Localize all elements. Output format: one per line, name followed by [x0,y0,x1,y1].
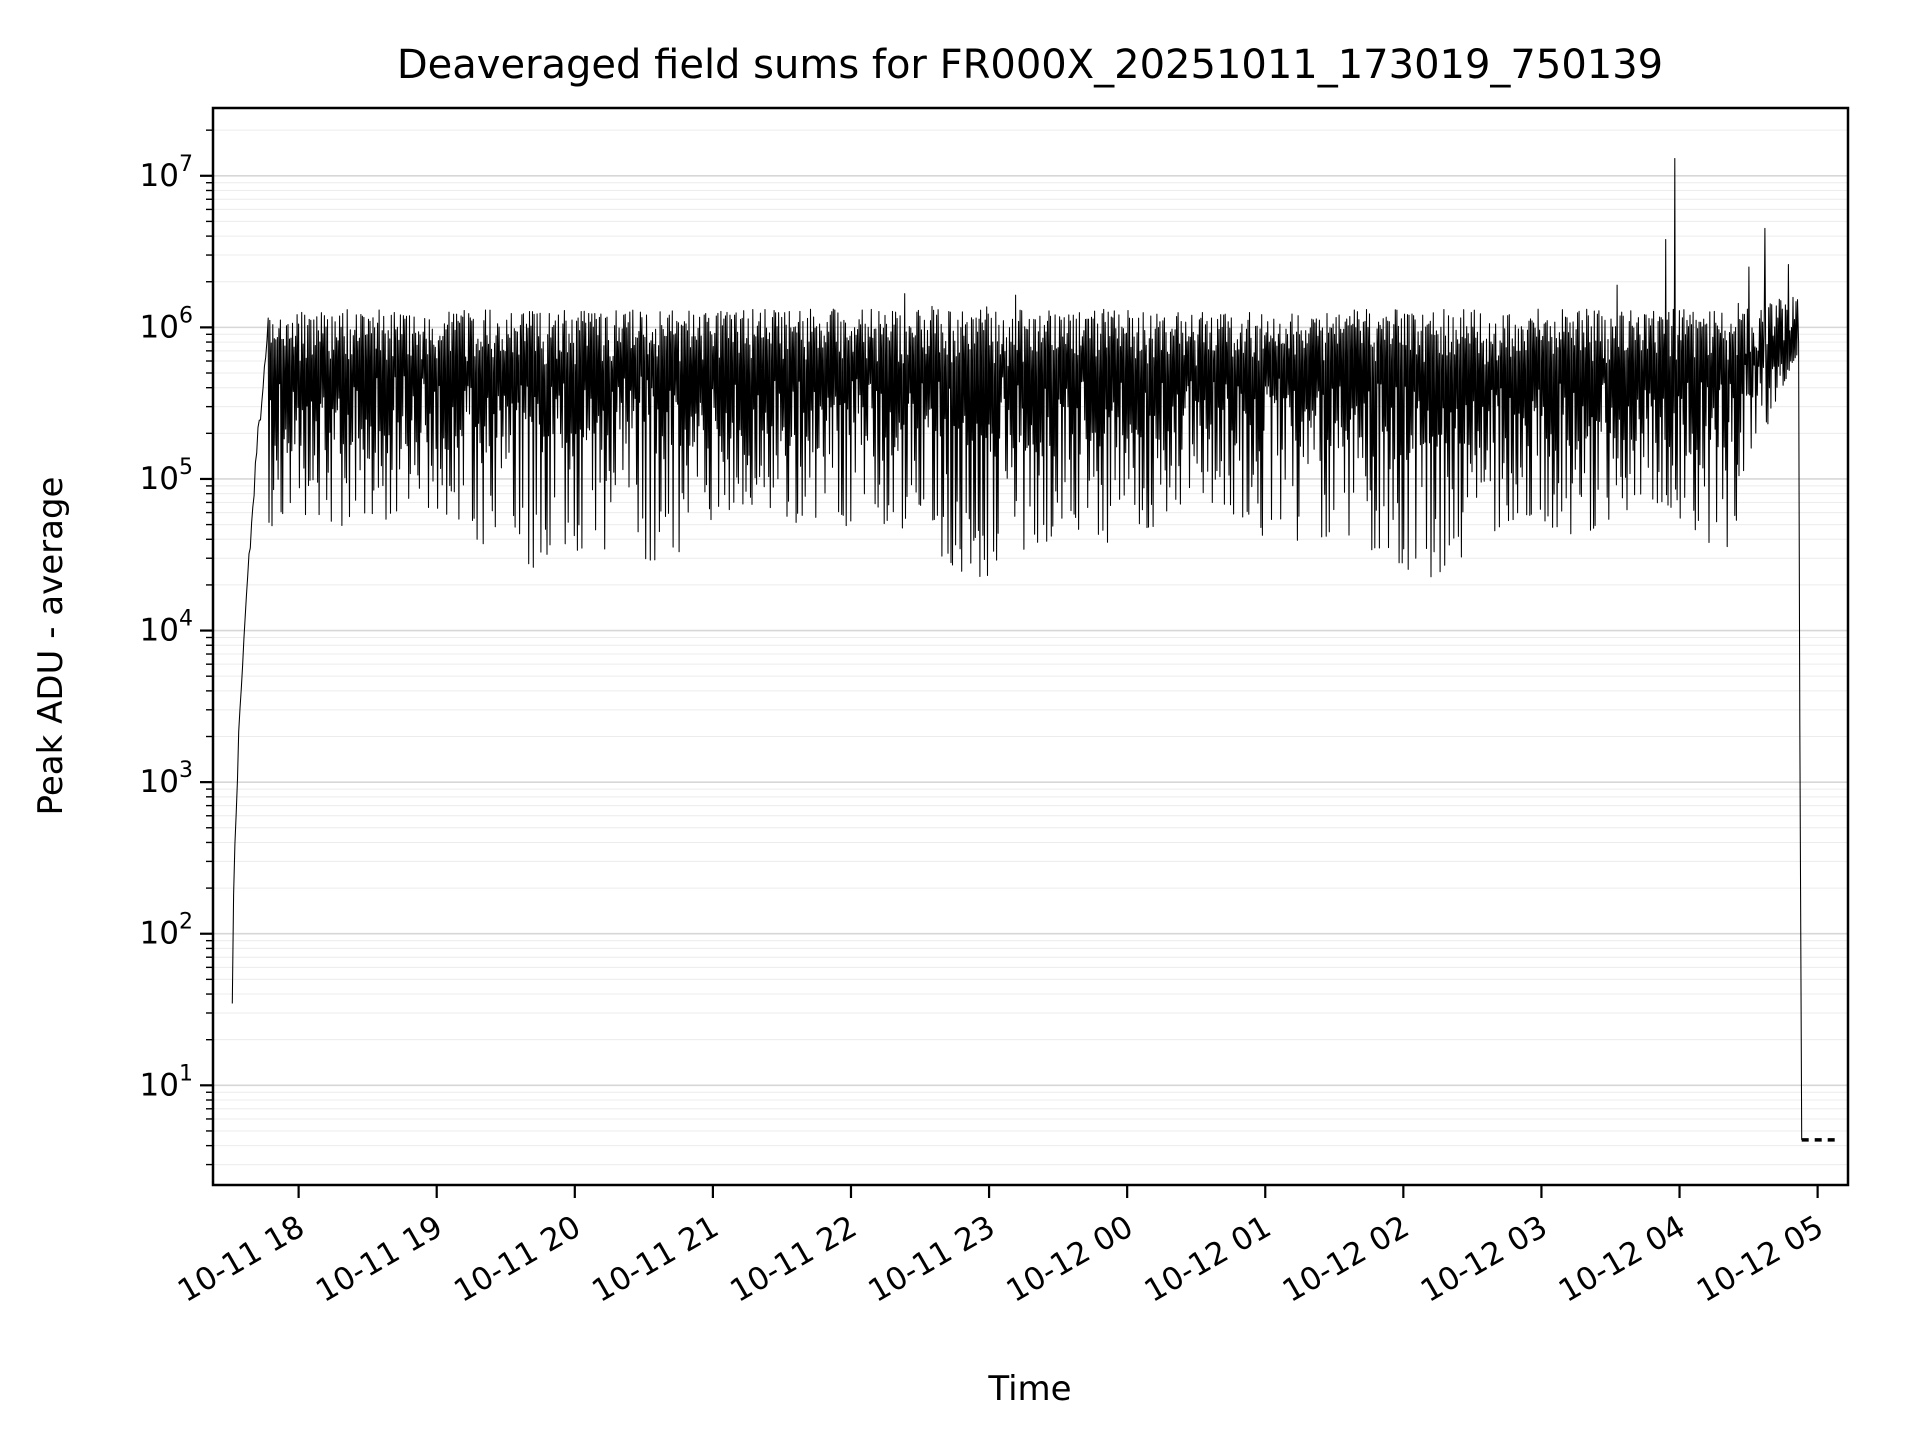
x-tick-label: 10-12 00 [1000,1209,1139,1310]
y-tick-label: 103 [140,758,193,800]
grid-minor-lines [213,129,1848,1166]
y-tick-label: 102 [140,910,193,952]
x-tick-label: 10-12 01 [1139,1209,1278,1310]
data-series [231,157,1839,1142]
x-tick-label: 10-12 04 [1553,1209,1692,1310]
y-tick-label: 107 [140,152,193,194]
x-tick-label: 10-11 23 [862,1209,1001,1310]
y-tick-label: 104 [140,607,193,649]
x-axis-ticks: 10-11 18 10-11 19 10-11 20 10-11 21 10-11 22… [172,1185,1830,1310]
x-tick-label: 10-12 05 [1691,1209,1830,1310]
y-tick-label: 101 [140,1061,193,1103]
series-line [231,157,1803,1140]
y-axis-ticks: 101 102 103 104 105 106 107 [140,129,213,1166]
axes-spine [211,106,1850,1187]
x-tick-label: 10-12 02 [1277,1209,1416,1310]
axes-box [211,106,1850,1187]
y-tick-label: 105 [140,455,193,497]
x-tick-label: 10-11 20 [448,1209,587,1310]
x-tick-label: 10-11 19 [310,1209,449,1310]
x-tick-label: 10-11 22 [724,1209,863,1310]
y-axis-label: Peak ADU - average [31,477,71,816]
x-tick-label: 10-11 18 [172,1209,311,1310]
x-tick-label: 10-11 21 [586,1209,725,1310]
chart-title: Deaveraged field sums for FR000X_2025101… [397,42,1663,88]
x-axis-label: Time [987,1369,1071,1409]
x-tick-label: 10-12 03 [1415,1209,1554,1310]
y-tick-label: 106 [140,303,193,345]
